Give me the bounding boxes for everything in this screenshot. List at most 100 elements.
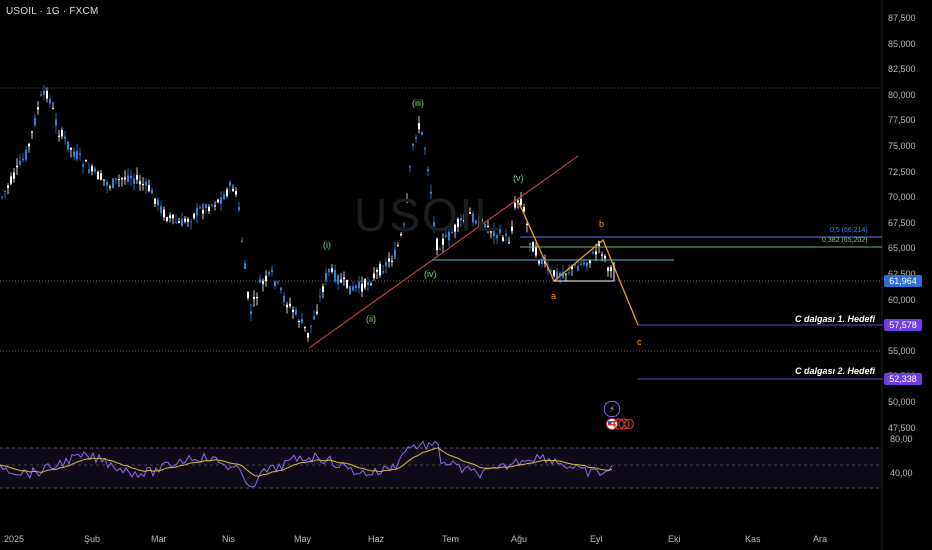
- candle-body: [385, 262, 387, 267]
- wave-label-ii: (ii): [366, 314, 376, 324]
- candle-body: [379, 264, 381, 276]
- candle-body: [424, 148, 426, 150]
- candle-body: [478, 215, 480, 227]
- candle-body: [178, 221, 180, 224]
- rsi-axis-label-40: 40,00: [890, 468, 913, 478]
- wave-abc-path[interactable]: [518, 202, 639, 326]
- candle-body: [409, 166, 411, 168]
- candle-body: [133, 178, 135, 184]
- candle-body: [562, 272, 564, 279]
- candle-body: [316, 311, 318, 314]
- time-axis-label: Tem: [442, 534, 460, 544]
- candle-body: [232, 188, 234, 192]
- candle-body: [67, 141, 69, 150]
- price-axis-label: 55,000: [888, 345, 916, 356]
- candle-body: [502, 237, 504, 241]
- wave-label-c: c: [637, 337, 642, 347]
- candle-body: [523, 207, 525, 212]
- candle-body: [376, 269, 378, 272]
- candle-body: [391, 260, 393, 263]
- price-axis-label: 77,500: [888, 115, 916, 126]
- candle-body: [205, 204, 207, 209]
- time-axis-label: Ağu: [511, 534, 528, 544]
- candle-body: [511, 226, 513, 231]
- time-axis-label: Haz: [368, 534, 385, 544]
- candle-body: [358, 281, 360, 289]
- candle-body: [7, 185, 9, 188]
- rsi-ma-line: [0, 447, 613, 477]
- candle-body: [229, 182, 231, 186]
- candle-body: [292, 309, 294, 313]
- candle-body: [445, 235, 447, 237]
- time-axis-label: 2025: [4, 534, 25, 544]
- candle-body: [433, 222, 435, 228]
- candle-body: [160, 205, 162, 214]
- candle-body: [175, 221, 177, 223]
- candle-body: [271, 269, 273, 273]
- candle-body: [517, 200, 519, 203]
- candle-body: [601, 254, 603, 256]
- candle-body: [565, 273, 567, 275]
- wave-label-v: (v): [513, 173, 524, 183]
- candle-body: [463, 220, 465, 222]
- candle-body: [259, 279, 261, 283]
- time-axis-label: Ara: [813, 534, 828, 544]
- candle-body: [46, 90, 48, 99]
- candle-body: [13, 172, 15, 179]
- candle-body: [370, 283, 372, 285]
- candle-body: [265, 275, 267, 282]
- candle-body: [346, 279, 348, 288]
- time-axis-label: Eyl: [590, 534, 603, 544]
- candle-body: [505, 233, 507, 236]
- candle-body: [196, 207, 198, 215]
- wave-label-b: b: [599, 219, 605, 229]
- symbol-title[interactable]: USOIL · 1G · FXCM: [6, 6, 99, 17]
- target2-label: C dalgası 2. Hedefi: [794, 366, 875, 376]
- candle-body: [427, 169, 429, 172]
- candle-body: [100, 173, 102, 180]
- candle-body: [247, 291, 249, 299]
- candle-body: [73, 151, 75, 157]
- price-axis-label: 65,000: [888, 243, 916, 254]
- candle-body: [466, 212, 468, 216]
- lightning-icon[interactable]: ⚡: [604, 401, 620, 417]
- fib-label-05: 0,5 (66,214): [830, 227, 868, 234]
- candle-body: [91, 166, 93, 172]
- candle-body: [220, 197, 222, 204]
- candle-body: [340, 279, 342, 283]
- candle-body: [238, 206, 240, 211]
- price-axis-label: 87,500: [888, 13, 916, 23]
- candle-body: [64, 136, 66, 139]
- candle-body: [343, 277, 345, 279]
- candle-body: [112, 178, 114, 189]
- candle-body: [235, 190, 237, 195]
- candle-body: [181, 219, 183, 227]
- candle-body: [277, 281, 279, 283]
- candle-body: [88, 169, 90, 173]
- candle-body: [1, 196, 3, 198]
- price-axis-label: 60,000: [888, 294, 916, 305]
- candle-body: [244, 263, 246, 270]
- candle-body: [202, 209, 204, 214]
- price-axis-label: 47,500: [888, 422, 916, 433]
- candle-body: [535, 246, 537, 256]
- candle-body: [163, 209, 165, 218]
- us-flag-icon[interactable]: [606, 418, 634, 430]
- candle-body: [109, 186, 111, 188]
- candle-body: [37, 107, 39, 110]
- candle-body: [526, 223, 528, 225]
- candle-body: [394, 249, 396, 259]
- candle-body: [31, 131, 33, 133]
- candle-body: [124, 177, 126, 180]
- candle-body: [25, 149, 27, 160]
- fib-label-0382: 0,382 (65,202): [822, 237, 868, 244]
- trend-line[interactable]: [308, 155, 579, 349]
- candle-body: [604, 255, 606, 259]
- candle-body: [388, 258, 390, 262]
- price-axis-label: 85,000: [888, 38, 916, 49]
- candle-body: [268, 271, 270, 275]
- candle-body: [538, 261, 540, 264]
- candle-body: [211, 204, 213, 206]
- candle-body: [589, 260, 591, 264]
